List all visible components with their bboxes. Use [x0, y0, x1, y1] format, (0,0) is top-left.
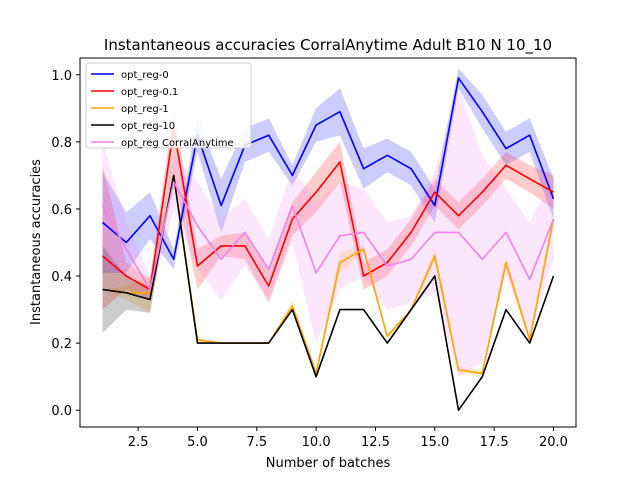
legend-label-opt-reg-0-1: opt_reg-0.1: [121, 87, 178, 98]
x-tick-label: 17.5: [480, 435, 509, 450]
legend-label-opt-reg-0: opt_reg-0: [121, 70, 169, 81]
y-tick-label: 0.4: [51, 270, 72, 285]
series-line-opt-reg-10: [102, 174, 555, 412]
x-axis-ticks: 2.5 5.0 7.5 10.0 12.5 15.0 17.5 20.0: [128, 427, 568, 450]
series-line-opt-reg-0: [101, 77, 555, 261]
y-tick-label: 0.0: [51, 404, 72, 419]
y-tick-label: 1.0: [51, 69, 72, 84]
confidence-bands: [102, 68, 554, 411]
band-opt-reg-0: [102, 68, 554, 273]
x-tick-label: 15.0: [420, 435, 449, 450]
y-axis-ticks: 0.0 0.2 0.4 0.6 0.8 1.0: [51, 69, 80, 419]
legend-label-opt-reg-corralanytime: opt_reg CorralAnytime: [121, 138, 234, 149]
series-line-opt-reg-0-1: [101, 127, 554, 291]
y-axis-label: Instantaneous accuracies: [29, 159, 44, 325]
y-tick-label: 0.8: [51, 136, 72, 151]
legend: opt_reg-0 opt_reg-0.1 opt_reg-1 opt_reg-10o…: [85, 62, 252, 149]
legend-label-opt-reg-1: opt_reg-1: [121, 104, 169, 115]
series-line-opt-reg-corralanytime: [101, 181, 555, 291]
x-tick-label: 20.0: [539, 435, 568, 450]
x-tick-label: 10.0: [302, 435, 331, 450]
band-opt-reg-0-1: [102, 108, 554, 310]
x-axis-label: Number of batches: [266, 456, 391, 471]
band-opt-reg-corralanytime: [102, 88, 554, 377]
legend-label-opt-reg-10: opt_reg-10: [121, 121, 175, 132]
x-tick-label: 5.0: [187, 435, 208, 450]
plot-frame: [79, 57, 577, 428]
y-tick-label: 0.2: [51, 337, 72, 352]
legend-box: [85, 62, 252, 149]
y-tick-label: 0.6: [51, 203, 72, 218]
x-tick-label: 7.5: [246, 435, 267, 450]
x-tick-label: 2.5: [128, 435, 149, 450]
x-tick-label: 12.5: [361, 435, 390, 450]
series-lines: [101, 77, 555, 412]
chart-title: Instantaneous accuracies CorralAnytime A…: [104, 36, 552, 55]
